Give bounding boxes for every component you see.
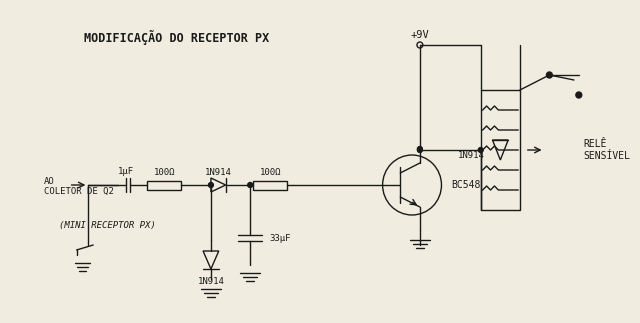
Text: (MINI RECEPTOR PX): (MINI RECEPTOR PX) [59,221,156,230]
Text: BC548: BC548 [451,180,481,190]
Text: AO
COLETOR DE Q2: AO COLETOR DE Q2 [44,177,114,196]
Circle shape [417,148,422,152]
Circle shape [209,182,213,187]
Text: 1N914: 1N914 [458,151,484,160]
Bar [481,90,520,210]
Text: 33μF: 33μF [270,234,291,243]
Bar [253,181,287,190]
Text: 1μF: 1μF [118,166,134,175]
Circle shape [547,72,552,78]
Text: 100Ω: 100Ω [154,168,175,176]
Text: 100Ω: 100Ω [260,168,281,176]
Circle shape [248,182,253,187]
Circle shape [478,148,483,152]
Circle shape [417,147,422,151]
Text: +9V: +9V [410,30,429,40]
Text: 1N914: 1N914 [205,168,232,176]
Text: MODIFICAÇÃO DO RECEPTOR PX: MODIFICAÇÃO DO RECEPTOR PX [84,30,269,45]
Text: 1N914: 1N914 [198,276,225,286]
Circle shape [576,92,582,98]
Text: RELÊ
SENSÍVEL: RELÊ SENSÍVEL [584,139,631,161]
Bar [147,181,182,190]
